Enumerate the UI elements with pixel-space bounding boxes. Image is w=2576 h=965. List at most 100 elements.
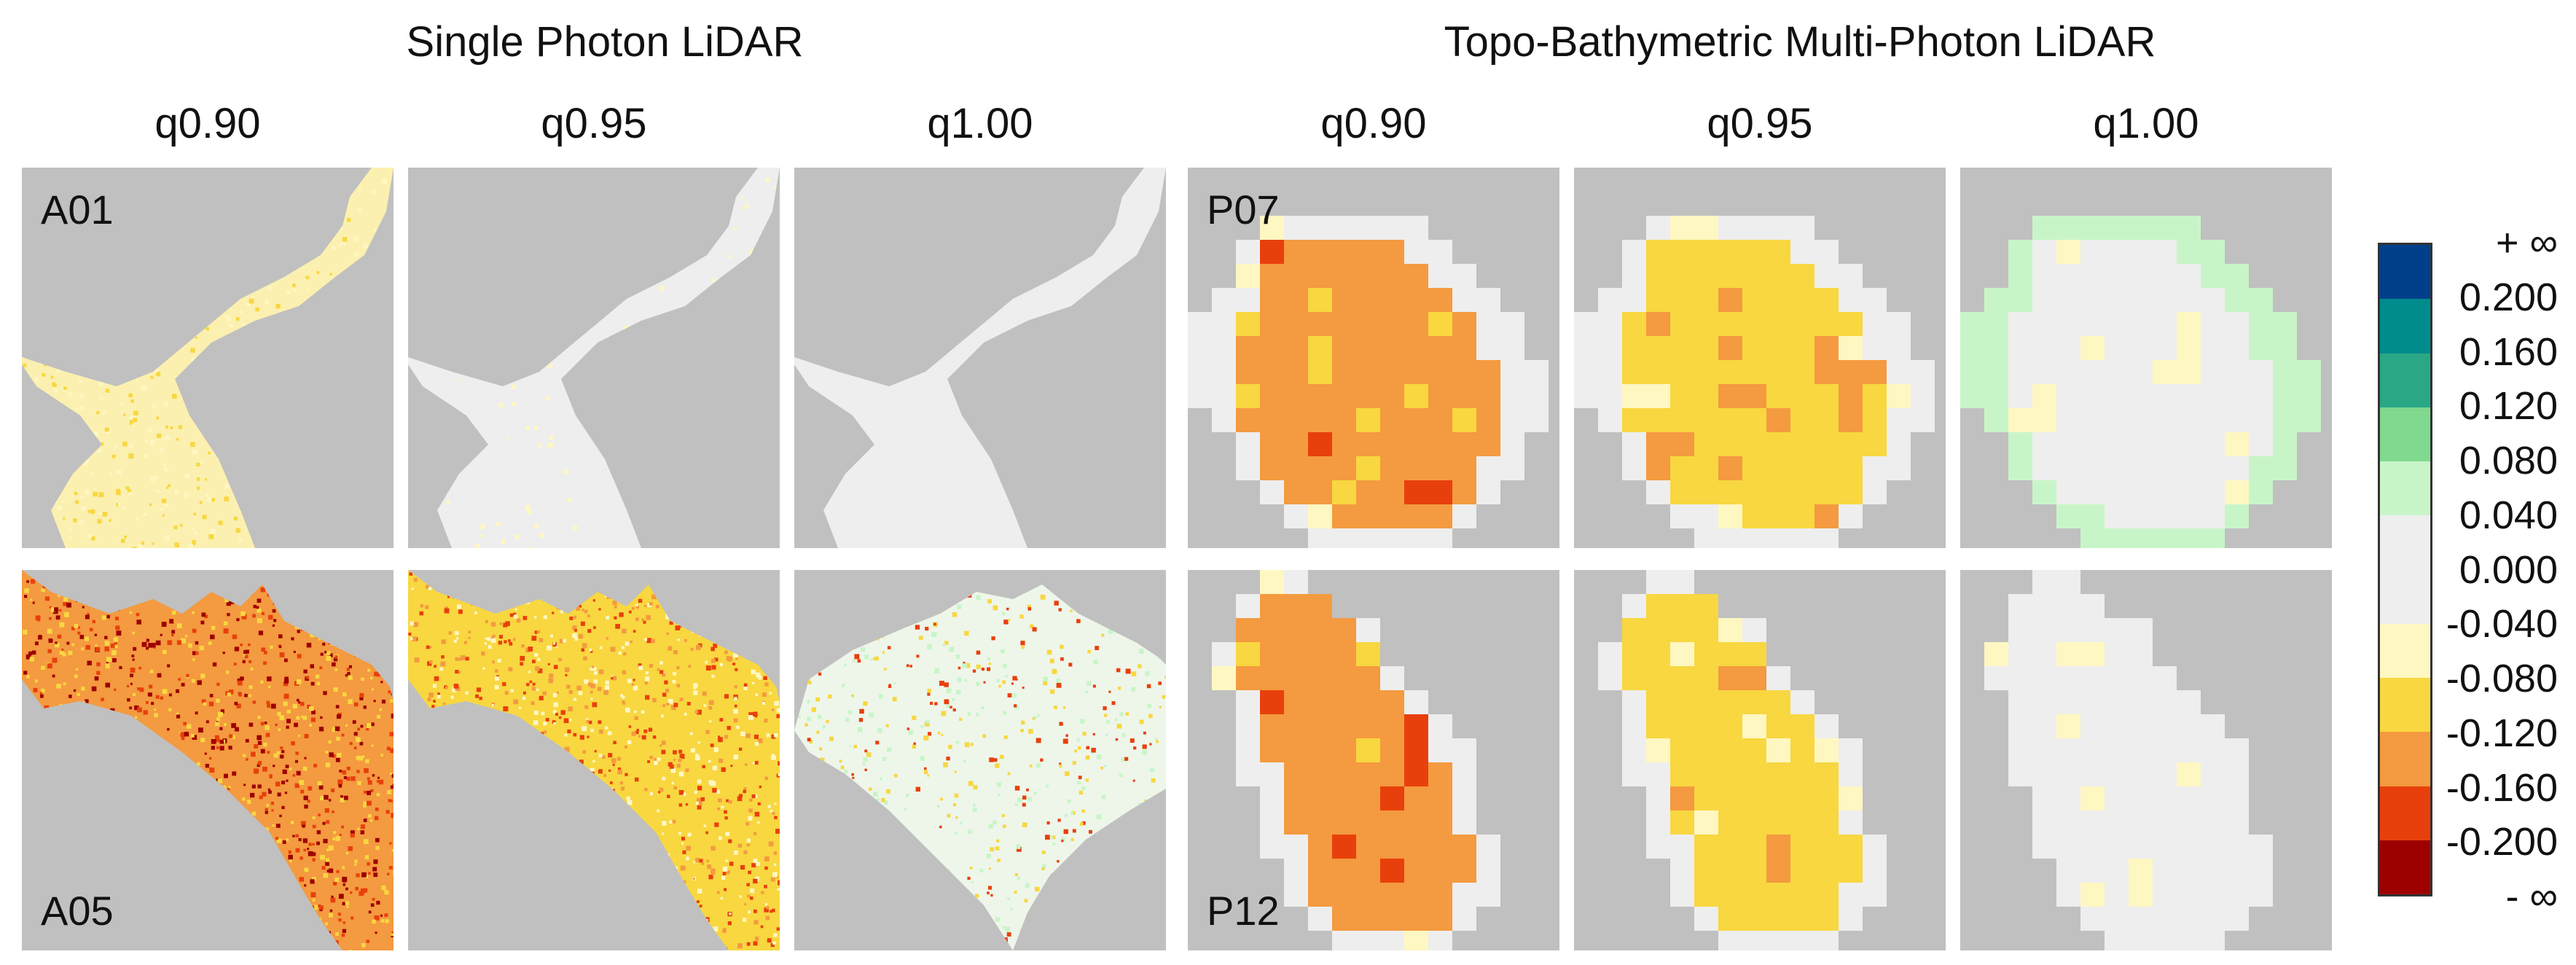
grid-cell (1694, 480, 1718, 504)
grid-cell (2177, 835, 2201, 859)
grid-cell (2273, 456, 2297, 480)
grid-cell (1694, 312, 1718, 336)
map-panel-single-q1.00-r1 (794, 570, 1166, 950)
grid-cell (1694, 642, 1718, 666)
map-panel-multi-q1.00-r1 (1960, 570, 2332, 950)
grid-cell (2105, 360, 2129, 384)
grid-cell (2032, 288, 2056, 312)
grid-cell (1284, 738, 1308, 762)
grid-cell (2105, 786, 2129, 810)
grid-cell (1863, 408, 1887, 432)
grid-cell (1694, 264, 1718, 288)
grid-cell (1308, 456, 1332, 480)
grid-cell (1260, 618, 1284, 642)
grid-cell (2201, 810, 2225, 835)
grid-cell (1404, 456, 1428, 480)
grid-cell (2056, 312, 2080, 336)
grid-cell (1284, 312, 1308, 336)
grid-cell (2008, 642, 2032, 666)
grid-cell (1887, 384, 1911, 408)
map-panel-multi-q1.00-r0 (1960, 168, 2332, 548)
grid-cell (2080, 456, 2105, 480)
grid-cell (2153, 738, 2177, 762)
grid-cell (1284, 264, 1308, 288)
grid-cell (1380, 528, 1404, 548)
grid-cell (2129, 360, 2153, 384)
grid-cell (1308, 216, 1332, 240)
grid-cell (1839, 883, 1863, 907)
grid-cell (1428, 738, 1452, 762)
grid-cell (1260, 570, 1284, 594)
grid-cell (1332, 666, 1356, 690)
grid-cell (1790, 480, 1814, 504)
grid-cell (2153, 714, 2177, 738)
grid-cell (1332, 504, 1356, 528)
grid-cell (2201, 931, 2225, 950)
grid-cell (1742, 528, 1766, 548)
grid-cell (2056, 432, 2080, 456)
grid-cell (1984, 384, 2008, 408)
column-header-4: q0.90 (1188, 95, 1559, 153)
grid-cell (1284, 432, 1308, 456)
grid-cell (2201, 456, 2225, 480)
grid-cell (1236, 336, 1260, 360)
grid-cell (2177, 312, 2201, 336)
lake-area (794, 585, 1166, 950)
grid-cell (1332, 336, 1356, 360)
grid-cell (1308, 240, 1332, 264)
grid-cell (1790, 883, 1814, 907)
grid-cell (1476, 336, 1500, 360)
grid-cell (1718, 835, 1742, 859)
grid-cell (2008, 738, 2032, 762)
grid-cell (2153, 859, 2177, 883)
grid-cell (1960, 312, 1984, 336)
grid-cell (1284, 810, 1308, 835)
grid-cell (2080, 594, 2105, 618)
grid-cell (1694, 666, 1718, 690)
grid-cell (2105, 480, 2129, 504)
grid-cell (1452, 810, 1476, 835)
grid-cell (1694, 336, 1718, 360)
grid-cell (2008, 618, 2032, 642)
grid-cell (1742, 264, 1766, 288)
grid-cell (2273, 360, 2297, 384)
grid-cell (1380, 216, 1404, 240)
grid-cell (2201, 240, 2225, 264)
grid-cell (1718, 432, 1742, 456)
grid-cell (1646, 264, 1670, 288)
grid-cell (1332, 714, 1356, 738)
grid-cell (1260, 810, 1284, 835)
grid-cell (1718, 883, 1742, 907)
grid-cell (2201, 264, 2225, 288)
grid-cell (1839, 456, 1863, 480)
grid-cell (2056, 384, 2080, 408)
grid-cell (1212, 666, 1236, 690)
grid-cell (2032, 570, 2056, 594)
grid-cell (1356, 384, 1380, 408)
grid-cell (2225, 288, 2249, 312)
grid-cell (1718, 216, 1742, 240)
grid-cell (1670, 594, 1694, 618)
grid-cell (1622, 714, 1646, 738)
grid-cell (1188, 336, 1212, 360)
grid-cell (1839, 762, 1863, 786)
grid-cell (1718, 666, 1742, 690)
grid-cell (1260, 360, 1284, 384)
grid-cell (1839, 336, 1863, 360)
grid-cell (1236, 408, 1260, 432)
grid-cell (1188, 384, 1212, 408)
grid-cell (1790, 264, 1814, 288)
grid-cell (1404, 288, 1428, 312)
grid-cell (2177, 786, 2201, 810)
grid-cell (1814, 859, 1839, 883)
grid-cell (1718, 480, 1742, 504)
grid-cell (2225, 504, 2249, 528)
grid-cell (2032, 666, 2056, 690)
grid-cell (1428, 384, 1452, 408)
grid-cell (2153, 312, 2177, 336)
grid-cell (1646, 288, 1670, 312)
grid-cell (1332, 738, 1356, 762)
grid-cell (1790, 714, 1814, 738)
grid-cell (1670, 480, 1694, 504)
grid-cell (2225, 738, 2249, 762)
